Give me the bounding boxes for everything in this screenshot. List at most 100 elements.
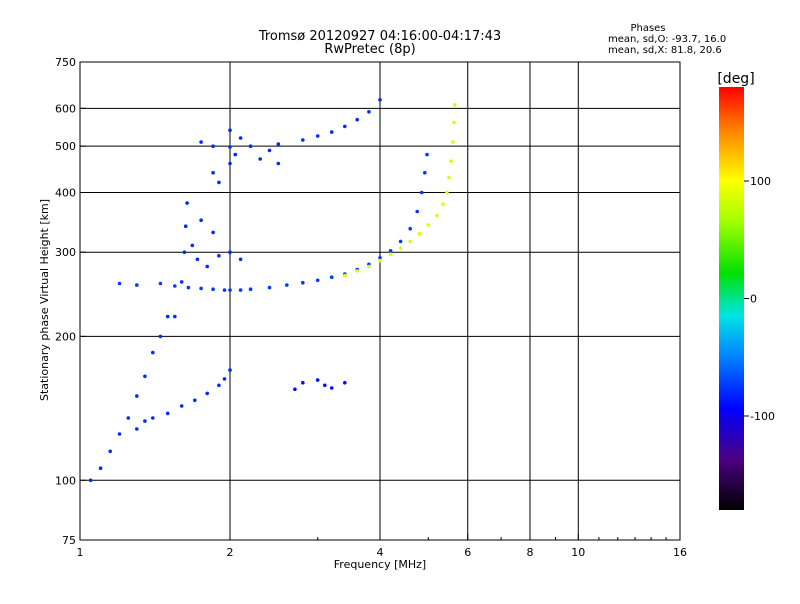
data-point [417, 231, 422, 236]
data-point [238, 136, 243, 140]
data-point [315, 134, 320, 138]
y-tick-label: 200 [55, 330, 76, 343]
data-point [117, 432, 122, 436]
data-point [445, 190, 449, 195]
data-point [398, 246, 403, 250]
data-point [185, 201, 189, 205]
data-point [126, 416, 131, 420]
data-point [158, 281, 163, 286]
data-point [355, 269, 360, 273]
x-tick-label: 1 [77, 546, 84, 559]
data-point [293, 387, 297, 392]
data-point [98, 466, 103, 471]
data-point [329, 386, 334, 390]
data-point [329, 130, 334, 134]
data-point [276, 161, 281, 166]
chart-subtitle: RwPretec (8p) [324, 42, 415, 57]
data-point [228, 161, 232, 166]
phases-title: Phases [630, 23, 665, 34]
data-point [423, 170, 427, 175]
y-tick-label: 400 [55, 186, 76, 199]
data-points [88, 98, 457, 483]
data-point [179, 404, 184, 408]
data-point [117, 281, 122, 286]
data-point [343, 380, 347, 385]
y-tick-label: 100 [55, 474, 76, 487]
data-point [452, 120, 456, 125]
data-point [267, 285, 272, 290]
data-point [199, 218, 203, 222]
data-point [183, 224, 188, 228]
grid [80, 62, 680, 540]
data-point [343, 273, 347, 278]
data-point [222, 288, 227, 292]
data-point [217, 383, 221, 388]
data-point [135, 427, 139, 431]
data-point [388, 249, 393, 253]
data-point [211, 230, 215, 235]
y-tick-label: 300 [55, 246, 76, 259]
x-ticks: 1 2 4 6 8 10 16 [77, 534, 687, 559]
data-point [301, 138, 305, 142]
data-point [143, 374, 147, 379]
data-point [228, 368, 232, 372]
colorbar-tick-label: -100 [750, 410, 775, 423]
data-point [323, 383, 327, 388]
data-point [285, 283, 289, 287]
data-point [426, 223, 431, 227]
data-point [179, 280, 184, 284]
data-point [217, 253, 221, 258]
data-point [165, 314, 170, 319]
colorbar [719, 87, 744, 510]
x-tick-label: 2 [227, 546, 234, 559]
data-point [355, 117, 360, 122]
data-point [193, 398, 197, 403]
colorbar-tick-label: 0 [750, 293, 757, 306]
data-point [217, 180, 221, 185]
data-point [452, 103, 457, 107]
data-point [173, 284, 177, 288]
data-point [408, 239, 413, 244]
data-point [367, 110, 371, 114]
data-point [158, 334, 163, 339]
data-point [211, 287, 215, 292]
data-point [228, 250, 232, 254]
data-point [301, 380, 305, 385]
data-point [238, 257, 243, 262]
data-point [267, 148, 272, 153]
data-point [378, 98, 382, 102]
data-point [233, 152, 238, 157]
data-point [238, 288, 243, 292]
y-tick-label: 75 [62, 534, 76, 547]
data-point [222, 377, 227, 381]
data-point [398, 239, 403, 244]
data-point [315, 378, 320, 382]
y-tick-label: 500 [55, 140, 76, 153]
data-point [211, 170, 215, 175]
data-point [182, 250, 187, 254]
data-point [451, 140, 455, 144]
data-point [449, 159, 453, 163]
y-ticks: 75 100 200 300 400 500 600 750 [55, 56, 86, 547]
data-point [378, 255, 382, 260]
x-tick-label: 4 [377, 546, 384, 559]
data-point [190, 243, 195, 248]
data-point [165, 411, 170, 416]
data-point [205, 264, 209, 269]
data-point [343, 124, 347, 129]
data-point [258, 157, 263, 161]
data-point [228, 128, 232, 132]
data-point [199, 286, 203, 291]
y-axis-label: Stationary phase Virtual Height [km] [38, 199, 51, 401]
data-point [329, 275, 334, 280]
data-point [151, 350, 155, 355]
data-point [143, 419, 147, 423]
data-point [248, 287, 253, 292]
data-point [135, 394, 139, 398]
data-point [367, 264, 371, 269]
data-point [415, 209, 420, 214]
data-point [135, 283, 139, 287]
data-point [205, 391, 209, 396]
